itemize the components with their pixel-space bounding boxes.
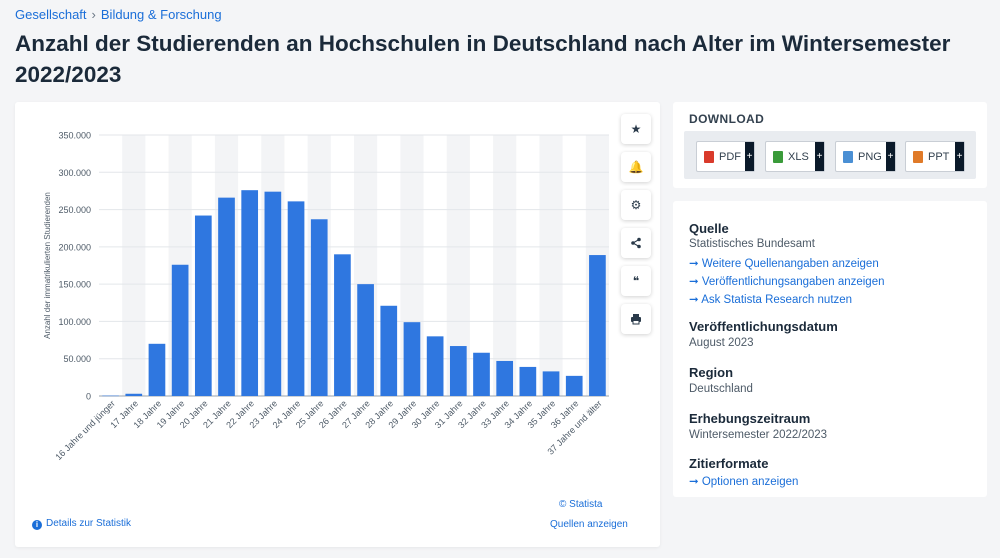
region-heading: Region xyxy=(689,365,734,380)
plus-icon: + xyxy=(955,142,964,171)
bar-6[interactable] xyxy=(241,190,259,396)
statistic-meta-card: Quelle Statistisches Bundesamt ➞ Weitere… xyxy=(673,201,987,497)
bar-2[interactable] xyxy=(148,343,166,396)
download-title: DOWNLOAD xyxy=(689,112,765,126)
y-tick-label: 200.000 xyxy=(58,242,91,252)
region-value: Deutschland xyxy=(689,383,753,395)
y-tick-label: 350.000 xyxy=(58,131,91,141)
bar-10[interactable] xyxy=(334,254,351,396)
citation-options-link[interactable]: ➞ Optionen anzeigen xyxy=(689,476,799,488)
page-title: Anzahl der Studierenden an Hochschulen i… xyxy=(15,31,951,87)
quelle-heading: Quelle xyxy=(689,221,729,236)
plus-icon: + xyxy=(745,142,754,171)
column-band xyxy=(539,135,563,396)
share-icon[interactable] xyxy=(621,228,651,258)
bar-4[interactable] xyxy=(194,215,212,396)
statista-credit-link[interactable]: © Statista xyxy=(559,499,603,510)
bar-0[interactable] xyxy=(102,395,119,397)
y-tick-label: 250.000 xyxy=(58,205,91,215)
breadcrumb-item-bildung[interactable]: Bildung & Forschung xyxy=(100,7,222,22)
bar-5[interactable] xyxy=(218,197,235,396)
breadcrumb: Gesellschaft › Bildung & Forschung xyxy=(15,7,222,22)
bar-21[interactable] xyxy=(589,255,606,396)
bar-15[interactable] xyxy=(449,346,467,396)
y-tick-label: 150.000 xyxy=(58,280,91,290)
zeitraum-heading: Erhebungszeitraum xyxy=(689,411,811,426)
ppt-file-icon xyxy=(913,150,923,163)
png-file-icon xyxy=(843,150,853,163)
bar-chart: 0 50.000 100.000 150.000 200.000 250.000 300.0… xyxy=(43,131,609,462)
download-png-button[interactable]: PNG + xyxy=(835,141,896,172)
xls-file-icon xyxy=(773,150,783,163)
bar-20[interactable] xyxy=(565,375,583,396)
bar-13[interactable] xyxy=(403,322,421,396)
download-pdf-button[interactable]: PDF + xyxy=(696,141,755,172)
bar-16[interactable] xyxy=(473,352,490,396)
ask-research-link[interactable]: ➞ Ask Statista Research nutzen xyxy=(689,294,853,306)
bar-9[interactable] xyxy=(310,219,328,396)
bar-19[interactable] xyxy=(542,371,560,396)
plus-icon: + xyxy=(815,142,824,171)
y-tick-label: 0 xyxy=(86,392,91,402)
details-link[interactable]: i Details zur Statistik xyxy=(32,518,131,530)
bar-17[interactable] xyxy=(496,360,514,396)
bar-18[interactable] xyxy=(519,366,537,396)
download-xls-button[interactable]: XLS + xyxy=(765,141,825,172)
info-icon: i xyxy=(32,520,42,530)
download-card: DOWNLOAD PDF + XLS + PNG + PPT + xyxy=(673,102,987,188)
x-tick-label: 16 Jahre und jünger xyxy=(53,398,117,462)
bar-7[interactable] xyxy=(264,191,282,396)
bar-12[interactable] xyxy=(380,305,398,396)
chart-card: 0 50.000 100.000 150.000 200.000 250.000 300.0… xyxy=(15,102,660,547)
column-band xyxy=(493,135,517,396)
bar-8[interactable] xyxy=(287,201,305,396)
print-icon[interactable] xyxy=(621,304,651,334)
download-buttons: PDF + XLS + PNG + PPT + xyxy=(684,131,976,179)
zitierformate-heading: Zitierformate xyxy=(689,456,769,471)
favorite-star-icon[interactable]: ★ xyxy=(621,114,651,144)
breadcrumb-separator: › xyxy=(91,7,96,22)
column-band xyxy=(122,135,146,396)
y-tick-label: 300.000 xyxy=(58,168,91,178)
pdf-file-icon xyxy=(704,150,714,163)
breadcrumb-item-gesellschaft[interactable]: Gesellschaft xyxy=(15,7,87,22)
datum-heading: Veröffentlichungsdatum xyxy=(689,319,838,334)
bar-3[interactable] xyxy=(171,264,189,396)
chart-toolbar: ★ 🔔 ⚙ ❝ xyxy=(621,114,651,342)
quelle-value: Statistisches Bundesamt xyxy=(689,238,815,250)
settings-gear-icon[interactable]: ⚙ xyxy=(621,190,651,220)
y-axis-label: Anzahl der immatrikulierten Studierenden xyxy=(43,192,52,339)
more-sources-link[interactable]: ➞ Weitere Quellenangaben anzeigen xyxy=(689,258,879,270)
y-tick-label: 100.000 xyxy=(58,317,91,327)
plus-icon: + xyxy=(886,142,895,171)
bar-14[interactable] xyxy=(426,336,444,396)
datum-value: August 2023 xyxy=(689,337,754,349)
citation-quote-icon[interactable]: ❝ xyxy=(621,266,651,296)
bar-11[interactable] xyxy=(357,284,374,396)
sources-link[interactable]: Quellen anzeigen xyxy=(550,519,628,530)
column-band xyxy=(446,135,470,396)
publication-info-link[interactable]: ➞ Veröffentlichungsangaben anzeigen xyxy=(689,276,885,288)
notification-bell-icon[interactable]: 🔔 xyxy=(621,152,651,182)
y-tick-label: 50.000 xyxy=(63,354,91,364)
zeitraum-value: Wintersemester 2022/2023 xyxy=(689,429,828,441)
download-ppt-button[interactable]: PPT + xyxy=(905,141,965,172)
bar-1[interactable] xyxy=(125,393,143,396)
